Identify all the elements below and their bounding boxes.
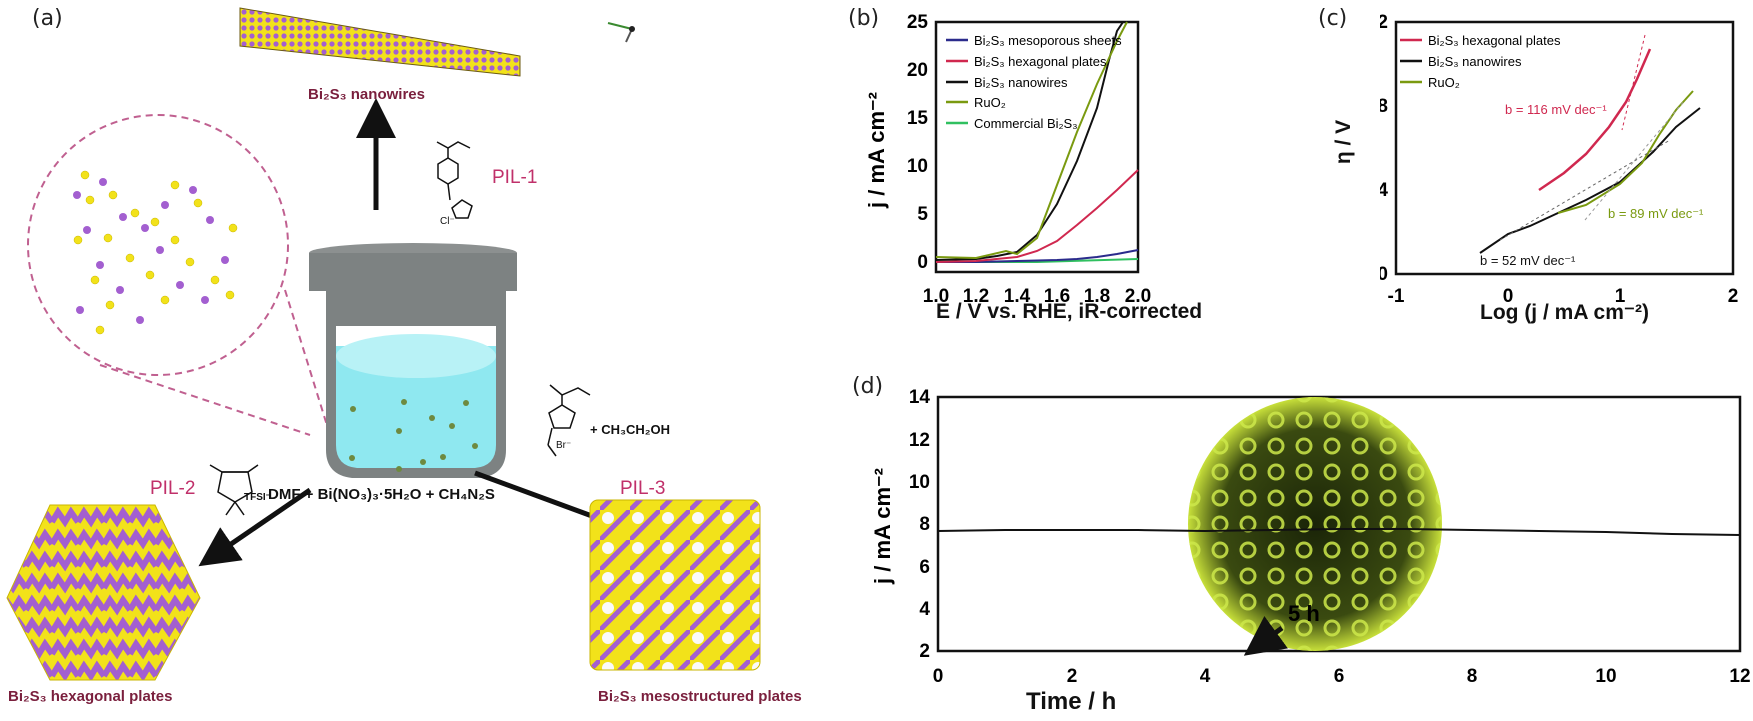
chart-c-ylabel: η / V xyxy=(1332,119,1356,165)
chart-c-xlabel: Log (j / mA cm⁻²) xyxy=(1480,301,1649,324)
svg-text:b = 52 mV dec⁻¹: b = 52 mV dec⁻¹ xyxy=(1480,253,1576,268)
svg-text:RuO₂: RuO₂ xyxy=(974,95,1006,110)
svg-text:b = 116 mV dec⁻¹: b = 116 mV dec⁻¹ xyxy=(1505,102,1607,117)
chart-d-xlabel: Time / h xyxy=(1026,688,1117,715)
chart-c: 0.0 0.4 0.8 1.2 -1 0 1 2 Bi₂S₃ hexagonal plate… xyxy=(1380,12,1739,307)
svg-text:8: 8 xyxy=(919,514,930,535)
pil2-label: PIL-2 xyxy=(150,478,196,499)
magnified-nucleus-circle xyxy=(27,114,289,376)
svg-text:25: 25 xyxy=(907,12,929,33)
svg-text:12: 12 xyxy=(909,430,930,451)
pil3-label: PIL-3 xyxy=(620,478,666,499)
svg-text:0: 0 xyxy=(1503,286,1514,307)
reaction-vessel xyxy=(309,243,517,478)
svg-text:6: 6 xyxy=(919,557,930,578)
panel-label-c: (c) xyxy=(1318,6,1348,31)
svg-text:Commercial Bi₂S₃: Commercial Bi₂S₃ xyxy=(974,116,1078,131)
svg-text:1.4: 1.4 xyxy=(1004,286,1031,307)
pil1-label: PIL-1 xyxy=(492,167,538,188)
chain-cluster xyxy=(73,170,238,335)
svg-text:1.6: 1.6 xyxy=(1044,286,1070,307)
pil1-structure-icon xyxy=(436,141,473,219)
svg-text:1.8: 1.8 xyxy=(1084,286,1110,307)
pil3-structure-icon xyxy=(547,384,591,457)
svg-text:10: 10 xyxy=(907,156,928,177)
svg-text:14: 14 xyxy=(909,387,931,408)
arrow-to-hexagonal xyxy=(198,487,312,567)
svg-text:12: 12 xyxy=(1729,666,1750,687)
chart-b: 0 5 10 15 20 25 1.0 1.2 1.4 1.6 1.8 2.0 j / mA c… xyxy=(864,12,1151,307)
nanowire-model xyxy=(239,7,521,77)
svg-text:j / mA cm⁻²: j / mA cm⁻² xyxy=(870,468,895,585)
svg-text:2.0: 2.0 xyxy=(1125,286,1151,307)
svg-text:j / mA cm⁻²: j / mA cm⁻² xyxy=(864,92,889,209)
svg-text:0: 0 xyxy=(933,666,944,687)
pil2-structure-icon xyxy=(209,464,259,516)
svg-text:10: 10 xyxy=(1595,666,1616,687)
svg-text:Bi₂S₃ hexagonal plates: Bi₂S₃ hexagonal plates xyxy=(974,54,1107,69)
hexagonal-plate-model xyxy=(6,504,201,681)
svg-text:20: 20 xyxy=(907,60,928,81)
product-label-mesostructured: Bi₂S₃ mesostructured plates xyxy=(598,688,802,705)
svg-text:Bi₂S₃ mesoporous sheets: Bi₂S₃ mesoporous sheets xyxy=(974,33,1122,48)
svg-text:8: 8 xyxy=(1467,666,1478,687)
svg-text:4: 4 xyxy=(919,599,930,620)
svg-text:0.4: 0.4 xyxy=(1380,180,1388,201)
product-label-hexagonal: Bi₂S₃ hexagonal plates xyxy=(8,688,173,705)
mesostructured-plate-model xyxy=(589,499,761,671)
scheme-graphics xyxy=(6,7,761,681)
svg-text:1.2: 1.2 xyxy=(1380,12,1388,33)
svg-text:0.0: 0.0 xyxy=(1380,264,1388,285)
svg-text:2: 2 xyxy=(1728,286,1739,307)
axis-triad-icon xyxy=(607,22,635,43)
pil3-anion: Br⁻ xyxy=(556,440,572,451)
svg-text:2: 2 xyxy=(919,641,930,662)
product-label-nanowires: Bi₂S₃ nanowires xyxy=(308,86,425,103)
pil1-anion: Cl⁻ xyxy=(440,216,455,227)
svg-text:-1: -1 xyxy=(1388,286,1405,307)
panel-label-d: (d) xyxy=(852,374,884,399)
panel-label-a: (a) xyxy=(32,6,63,31)
svg-text:10: 10 xyxy=(909,472,930,493)
svg-text:5 h: 5 h xyxy=(1288,601,1320,626)
svg-text:0: 0 xyxy=(917,252,928,273)
svg-text:Bi₂S₃ hexagonal plates: Bi₂S₃ hexagonal plates xyxy=(1428,33,1561,48)
svg-text:0.8: 0.8 xyxy=(1380,96,1388,117)
svg-text:RuO₂: RuO₂ xyxy=(1428,75,1460,90)
pil2-anion: TFSI⁻ xyxy=(244,492,271,503)
ethanol-additive: + CH₃CH₂OH xyxy=(590,422,671,437)
svg-text:4: 4 xyxy=(1200,666,1211,687)
chart-b-xlabel: E / V vs. RHE, iR-corrected xyxy=(936,300,1203,323)
svg-text:1.2: 1.2 xyxy=(963,286,989,307)
svg-text:Bi₂S₃ nanowires: Bi₂S₃ nanowires xyxy=(974,75,1068,90)
panel-label-b: (b) xyxy=(848,6,880,31)
svg-text:1.0: 1.0 xyxy=(923,286,949,307)
svg-text:5: 5 xyxy=(917,204,928,225)
svg-text:1: 1 xyxy=(1615,286,1626,307)
svg-text:2: 2 xyxy=(1067,666,1078,687)
svg-text:15: 15 xyxy=(907,108,929,129)
svg-text:b = 89 mV dec⁻¹: b = 89 mV dec⁻¹ xyxy=(1608,206,1704,221)
precursor-text: DMF + Bi(NO₃)₃·5H₂O + CH₄N₂S xyxy=(268,486,495,503)
svg-text:6: 6 xyxy=(1334,666,1345,687)
svg-text:Bi₂S₃ nanowires: Bi₂S₃ nanowires xyxy=(1428,54,1522,69)
